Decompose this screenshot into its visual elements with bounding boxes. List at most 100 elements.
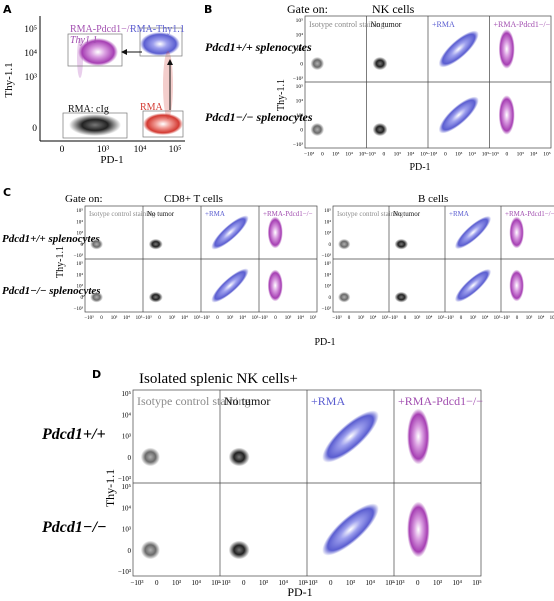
y-tick: 0: [128, 547, 132, 555]
population-dark: [148, 291, 163, 303]
column-label: Isotype control staining: [137, 394, 250, 408]
x-tick: 10⁴: [530, 152, 538, 158]
x-tick: 10⁵: [252, 315, 259, 321]
x-tick: 0: [155, 579, 159, 587]
y-tick: 0: [81, 243, 84, 248]
x-tick: −10³: [130, 579, 143, 587]
panel-c-row-label: Pdcd1−/− splenocytes: [2, 285, 101, 297]
column-label: +RMA-Pdcd1−/−: [398, 394, 483, 408]
x-tick: 10³: [111, 315, 118, 321]
panel-a-xtick: 10⁴: [134, 145, 148, 155]
population-gray: [90, 238, 103, 250]
panel-d-row-label: Pdcd1+/+: [41, 426, 106, 443]
population-blue: [322, 503, 379, 556]
x-tick: −10³: [388, 315, 398, 321]
y-tick: 10⁵: [324, 208, 331, 214]
x-tick: 10³: [517, 152, 525, 158]
y-tick: 10⁵: [122, 390, 132, 398]
column-label: Isotype control staining: [309, 20, 385, 29]
panel-c-gate-on: Gate on:: [65, 193, 103, 205]
x-tick: 10⁵: [543, 152, 551, 158]
population-purple: [407, 501, 430, 558]
x-tick: 0: [100, 316, 103, 321]
x-tick: 10⁵: [194, 315, 201, 321]
x-tick: 10⁴: [407, 152, 415, 158]
panel-d-row-label: Pdcd1−/−: [41, 519, 107, 536]
y-tick: −10³: [322, 253, 332, 259]
population-purple: [407, 408, 430, 465]
x-tick: 0: [444, 152, 447, 158]
x-tick: −10³: [217, 579, 230, 587]
panel-a-xlabel: PD-1: [100, 154, 123, 166]
panel-a-gate: [62, 112, 128, 139]
population-blue: [438, 30, 479, 68]
x-tick: 10⁴: [366, 579, 376, 587]
panel-c-ylabel: Thy-1.1: [55, 246, 66, 278]
x-tick: 0: [274, 316, 277, 321]
y-tick: 10³: [325, 284, 332, 290]
x-tick: 10⁴: [370, 315, 377, 321]
y-tick: 10⁴: [324, 272, 331, 278]
panel-a-cig-population: [69, 114, 121, 136]
x-tick: 0: [383, 152, 386, 158]
x-tick: 10⁴: [239, 315, 246, 321]
y-tick: 10⁵: [296, 84, 304, 90]
column-label: +RMA-Pdcd1−/−: [263, 210, 313, 218]
population-purple: [509, 216, 524, 249]
panel-d-title: Isolated splenic NK cells+: [139, 371, 298, 387]
x-tick: 10³: [346, 579, 355, 587]
x-tick: −10³: [142, 315, 152, 321]
x-tick: −10³: [84, 315, 94, 321]
x-tick: 10⁴: [468, 152, 476, 158]
column-label: +RMA: [311, 394, 345, 408]
y-tick: −10³: [322, 306, 332, 312]
population-dark: [372, 56, 388, 71]
x-tick: 10⁴: [279, 579, 289, 587]
population-dark: [228, 540, 250, 560]
column-label: +RMA: [449, 210, 469, 218]
panel-a-ytick: 10⁵: [24, 25, 37, 35]
x-tick: 10³: [394, 152, 402, 158]
x-tick: 0: [242, 579, 246, 587]
x-tick: 10⁴: [538, 315, 545, 321]
panel-b-label: B: [204, 3, 212, 16]
x-tick: 10⁵: [550, 315, 554, 321]
x-tick: 10⁵: [420, 152, 428, 158]
x-tick: −10³: [304, 579, 317, 587]
y-tick: 0: [329, 296, 332, 301]
x-tick: 0: [506, 152, 509, 158]
column-label: Isotype control staining: [337, 210, 404, 218]
y-tick: 10⁵: [324, 261, 331, 267]
x-tick: 10³: [526, 315, 533, 321]
x-tick: −10³: [391, 579, 404, 587]
panel-c-xlabel: PD-1: [314, 337, 335, 348]
panel-c-row-label: Pdcd1+/+ splenocytes: [2, 233, 100, 245]
panel-a-ylabel: Thy-1.1: [3, 62, 15, 97]
panel-d-label: D: [92, 368, 101, 381]
panel-b-ylabel: Thy-1.1: [276, 79, 287, 111]
x-tick: −10³: [500, 315, 510, 321]
x-tick: 10⁵: [359, 152, 367, 158]
x-tick: −10³: [488, 152, 499, 158]
panel-a-gate-label: RMA: [140, 102, 164, 113]
y-tick: 10³: [325, 231, 332, 237]
column-label: No tumor: [371, 20, 402, 29]
panel-a-rma-smear: [163, 51, 173, 119]
panel-a-xtick: 10³: [97, 145, 110, 155]
column-label: +RMA: [432, 20, 455, 29]
x-tick: 10⁴: [426, 315, 433, 321]
x-tick: 0: [216, 316, 219, 321]
panel-a-label: A: [3, 3, 12, 16]
panel-a-gate: [139, 27, 183, 57]
panel-a-pd1ko-smear: [77, 38, 83, 78]
population-purple: [498, 95, 515, 135]
panel-d-xlabel: PD-1: [287, 585, 312, 599]
panel-a-xtick: 10⁵: [169, 145, 182, 155]
x-tick: 0: [460, 316, 463, 321]
panel-b-population: NK cells: [372, 2, 415, 16]
population-gray: [90, 291, 103, 303]
